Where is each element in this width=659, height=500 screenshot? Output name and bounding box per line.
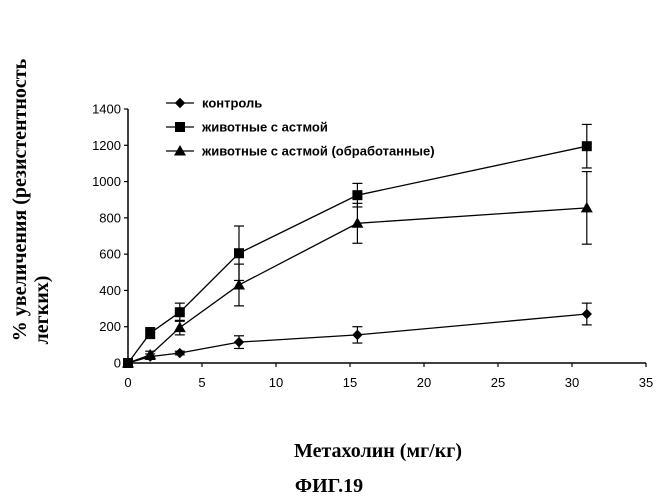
x-tick-label: 5	[198, 375, 205, 390]
data-point	[234, 248, 244, 259]
data-point	[580, 201, 593, 213]
data-point	[351, 217, 364, 228]
legend-marker	[175, 122, 185, 132]
x-tick-label: 15	[343, 375, 357, 390]
data-point	[145, 328, 156, 339]
y-tick-label: 600	[99, 247, 121, 262]
data-point	[173, 321, 186, 333]
data-point	[144, 348, 157, 360]
x-axis-title: Метахолин (мг/кг)	[294, 440, 462, 462]
x-tick-label: 35	[639, 375, 653, 390]
legend-marker	[174, 97, 186, 109]
y-tick-label: 1200	[92, 138, 121, 153]
x-tick-label: 30	[565, 375, 579, 390]
data-point	[122, 357, 134, 368]
chart-legend: контроль животные с астмой животные с астм…	[166, 96, 435, 159]
y-tick-label: 0	[114, 356, 121, 371]
x-tick-label: 20	[417, 375, 431, 390]
legend-label: животные с астмой	[201, 120, 328, 135]
data-point	[174, 307, 185, 318]
y-tick-label: 400	[99, 283, 121, 298]
data-point	[233, 336, 245, 348]
y-axis-title-line2: легких)	[31, 276, 53, 345]
legend-label: контроль	[202, 96, 262, 111]
x-tick-label: 10	[269, 375, 283, 390]
series-triangle	[122, 170, 593, 368]
y-tick-label: 1000	[92, 174, 121, 189]
data-point	[352, 329, 363, 341]
figure-caption: ФИГ.19	[295, 475, 363, 497]
x-tick-label: 25	[491, 375, 505, 390]
data-point	[233, 278, 245, 290]
chart-series	[122, 123, 593, 369]
series-diamond	[122, 302, 592, 369]
y-axis-title-line1: % увеличения (резистентность	[9, 58, 31, 341]
data-point	[581, 141, 592, 152]
x-tick-label: 0	[124, 375, 131, 390]
data-point	[352, 190, 363, 201]
legend-label: животные с астмой (обработанные)	[201, 144, 435, 159]
legend-marker	[174, 145, 186, 156]
y-tick-label: 200	[99, 319, 121, 334]
y-tick-label: 800	[99, 210, 121, 225]
data-point	[174, 347, 185, 359]
data-point	[581, 308, 592, 320]
chart-axes: 0 200 400 600 800 1000 1200 1400 0 5 10 15 20 25 30 35	[92, 102, 653, 391]
y-tick-label: 1400	[92, 102, 121, 117]
